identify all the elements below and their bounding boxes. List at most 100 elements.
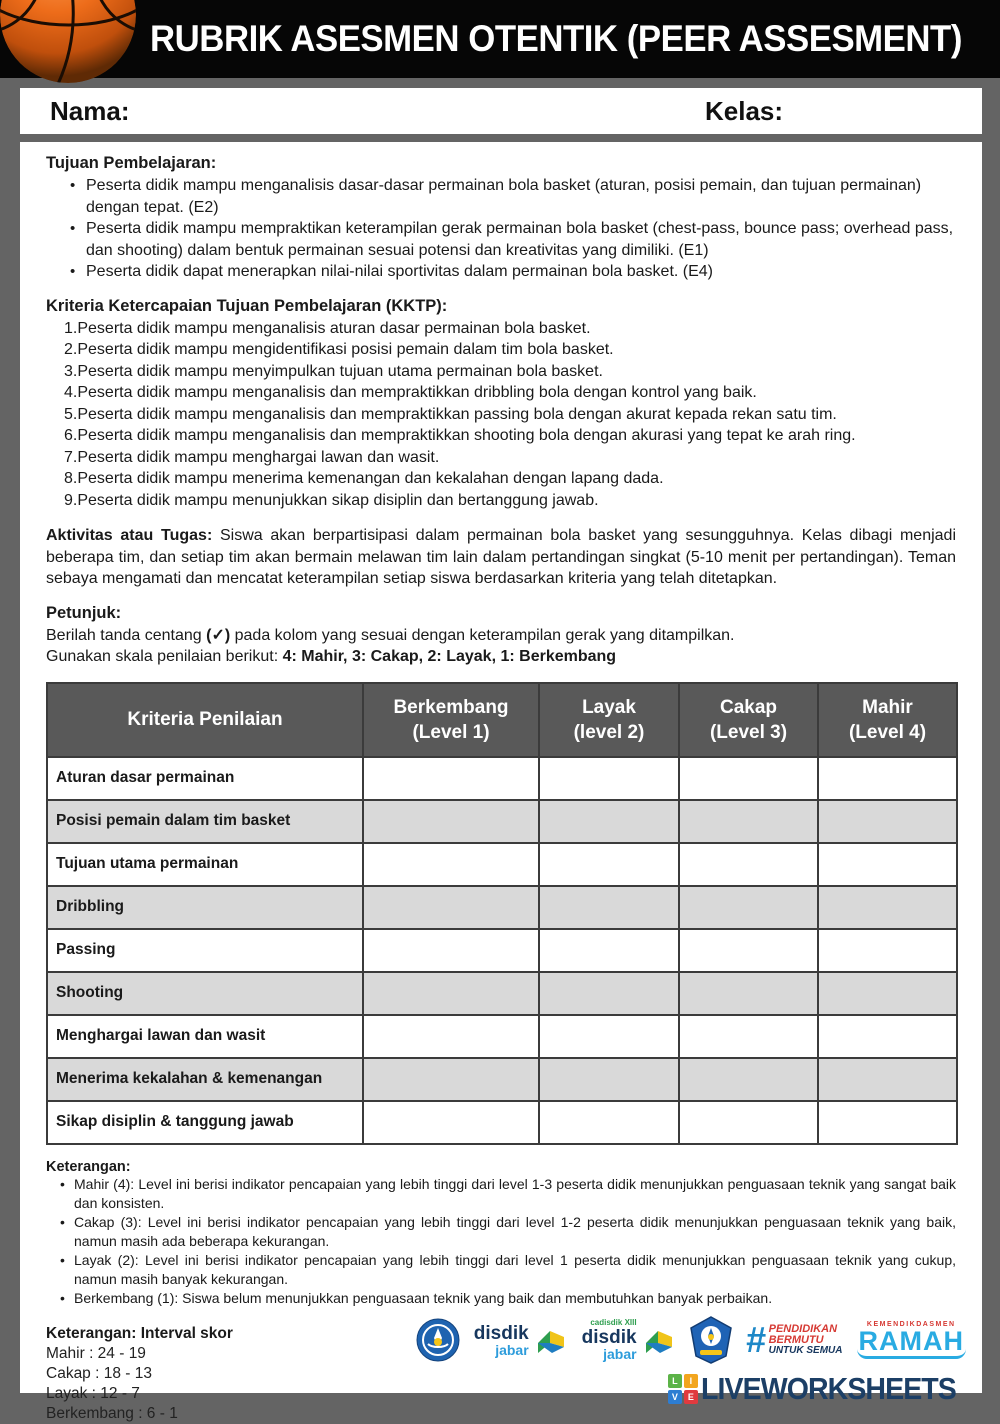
score-cell[interactable] (817, 1013, 958, 1059)
section-tujuan: Tujuan Pembelajaran: Peserta didik mampu… (46, 154, 956, 283)
tut-wuri-handayani-logo (416, 1318, 460, 1362)
score-cell[interactable] (678, 755, 819, 801)
aktivitas-text: Siswa akan berpartisipasi dalam permaina… (46, 527, 956, 587)
score-cell[interactable] (538, 1056, 680, 1102)
row-label: Menghargai lawan dan wasit (46, 1013, 364, 1059)
ramah-logo: KEMENDIKDASMEN RAMAH (856, 1321, 966, 1359)
score-cell[interactable] (362, 1056, 540, 1102)
table-row: Aturan dasar permainan (46, 755, 958, 801)
score-cell[interactable] (362, 841, 540, 887)
section-aktivitas: Aktivitas atau Tugas: Siswa akan berpart… (46, 525, 956, 590)
score-cell[interactable] (538, 884, 680, 930)
kelas-label: Kelas: (705, 96, 784, 126)
petunjuk-line1-post: pada kolom yang sesuai dengan keterampil… (230, 626, 735, 644)
tujuan-bullet: Peserta didik dapat menerapkan nilai-nil… (70, 261, 956, 283)
row-label: Posisi pemain dalam tim basket (46, 798, 364, 844)
table-row: Sikap disiplin & tanggung jawab (46, 1099, 958, 1145)
kelas-input-area[interactable] (790, 96, 970, 126)
table-row: Menghargai lawan dan wasit (46, 1013, 958, 1059)
score-cell[interactable] (678, 841, 819, 887)
kktp-item: 5.Peserta didik mampu menganalisis dan m… (64, 405, 837, 423)
kktp-item: 6.Peserta didik mampu menganalisis dan m… (64, 427, 856, 444)
kktp-item: 2.Peserta didik mampu mengidentifikasi p… (64, 341, 614, 358)
tujuan-heading: Tujuan Pembelajaran: (46, 154, 217, 172)
score-cell[interactable] (678, 1056, 819, 1102)
score-cell[interactable] (817, 1056, 958, 1102)
jabar-wordmark: jabar (603, 1346, 637, 1362)
tujuan-bullet: Peserta didik mampu menganalisis dasar-d… (70, 175, 956, 218)
kktp-item: 9.Peserta didik mampu menunjukkan sikap … (64, 491, 599, 509)
score-cell[interactable] (538, 927, 680, 973)
tujuan-bullet: Peserta didik mampu mempraktikan keteram… (70, 218, 956, 261)
score-cell[interactable] (362, 884, 540, 930)
table-row: Shooting (46, 970, 958, 1016)
row-label: Shooting (46, 970, 364, 1016)
score-cell[interactable] (817, 1099, 958, 1145)
table-row: Posisi pemain dalam tim basket (46, 798, 958, 844)
score-cell[interactable] (362, 970, 540, 1016)
liveworksheets-grid-icon: L I V E (667, 1374, 698, 1404)
score-cell[interactable] (362, 755, 540, 801)
score-cell[interactable] (817, 884, 958, 930)
score-cell[interactable] (538, 841, 680, 887)
live-square-e: E (683, 1390, 698, 1404)
score-cell[interactable] (538, 1099, 680, 1145)
score-cell[interactable] (678, 1013, 819, 1059)
row-label: Passing (46, 927, 364, 973)
score-cell[interactable] (362, 798, 540, 844)
score-cell[interactable] (362, 1013, 540, 1059)
row-label: Dribbling (46, 884, 364, 930)
liveworksheets-logo: L I V E LIVEWORKSHEETS (667, 1371, 978, 1407)
score-cell[interactable] (362, 1099, 540, 1145)
kktp-item: 1.Peserta didik mampu menganalisis atura… (64, 319, 591, 337)
score-cell[interactable] (817, 927, 958, 973)
page-title: RUBRIK ASESMEN OTENTIK (PEER ASSESMENT) (150, 18, 962, 59)
score-cell[interactable] (678, 798, 819, 844)
live-square-v: V (667, 1390, 682, 1404)
petunjuk-line1-pre: Berilah tanda centang (46, 626, 207, 644)
disdik-wordmark: disdik (473, 1322, 529, 1344)
hashtag-line: BERMUTU (768, 1334, 824, 1346)
row-label: Aturan dasar permainan (46, 755, 364, 801)
keterangan-list: Mahir (4): Level ini berisi indikator pe… (46, 1175, 956, 1308)
kktp-list: 1.Peserta didik mampu menganalisis atura… (46, 318, 956, 512)
row-label: Menerima kekalahan & kemenangan (46, 1056, 364, 1102)
cadisdik-label: cadisdik XIII (590, 1318, 637, 1327)
keterangan-item: Mahir (4): Level ini berisi indikator pe… (60, 1175, 956, 1213)
score-cell[interactable] (538, 798, 680, 844)
column-header-kriteria: Kriteria Penilaian (46, 681, 364, 758)
score-cell[interactable] (817, 970, 958, 1016)
petunjuk-line2-pre: Gunakan skala penilaian berikut: (46, 648, 283, 665)
column-header-cakap: Cakap (Level 3) (678, 681, 819, 758)
basketball-icon (0, 0, 136, 83)
score-cell[interactable] (678, 927, 819, 973)
checkmark-glyph: (✓) (206, 626, 231, 644)
interval-line: Cakap : 18 - 13 (46, 1364, 152, 1382)
score-cell[interactable] (678, 970, 819, 1016)
score-cell[interactable] (538, 755, 680, 801)
keterangan-heading: Keterangan: (46, 1158, 131, 1175)
keterangan-item: Cakap (3): Level ini berisi indikator pe… (60, 1213, 956, 1251)
section-petunjuk: Petunjuk: Berilah tanda centang (✓) pada… (46, 604, 956, 668)
score-cell[interactable] (538, 1013, 680, 1059)
section-kktp: Kriteria Ketercapaian Tujuan Pembelajara… (46, 297, 956, 512)
score-cell[interactable] (362, 927, 540, 973)
keterangan-item: Layak (2): Level ini berisi indikator pe… (60, 1251, 956, 1289)
score-cell[interactable] (678, 884, 819, 930)
disdik-book-icon (537, 1331, 564, 1353)
nama-input-area[interactable] (140, 96, 660, 126)
aktivitas-paragraph: Aktivitas atau Tugas: Siswa akan berpart… (46, 525, 956, 590)
score-cell[interactable] (678, 1099, 819, 1145)
kemendikdasmen-label: KEMENDIKDASMEN (866, 1321, 956, 1328)
petunjuk-line-2: Gunakan skala penilaian berikut: 4: Mahi… (46, 646, 956, 668)
name-class-box: Nama: Kelas: (20, 88, 982, 134)
disdik-wordmark: disdik (581, 1327, 637, 1348)
score-cell[interactable] (817, 841, 958, 887)
hashtag-line: PENDIDIKAN (768, 1323, 838, 1335)
tujuan-list: Peserta didik mampu menganalisis dasar-d… (46, 175, 956, 283)
score-cell[interactable] (817, 755, 958, 801)
pendidikan-bermutu-logo: # PENDIDIKAN BERMUTU UNTUK SEMUA (746, 1322, 843, 1358)
score-cell[interactable] (538, 970, 680, 1016)
score-cell[interactable] (817, 798, 958, 844)
kktp-item: 8.Peserta didik mampu menerima kemenanga… (64, 470, 664, 487)
